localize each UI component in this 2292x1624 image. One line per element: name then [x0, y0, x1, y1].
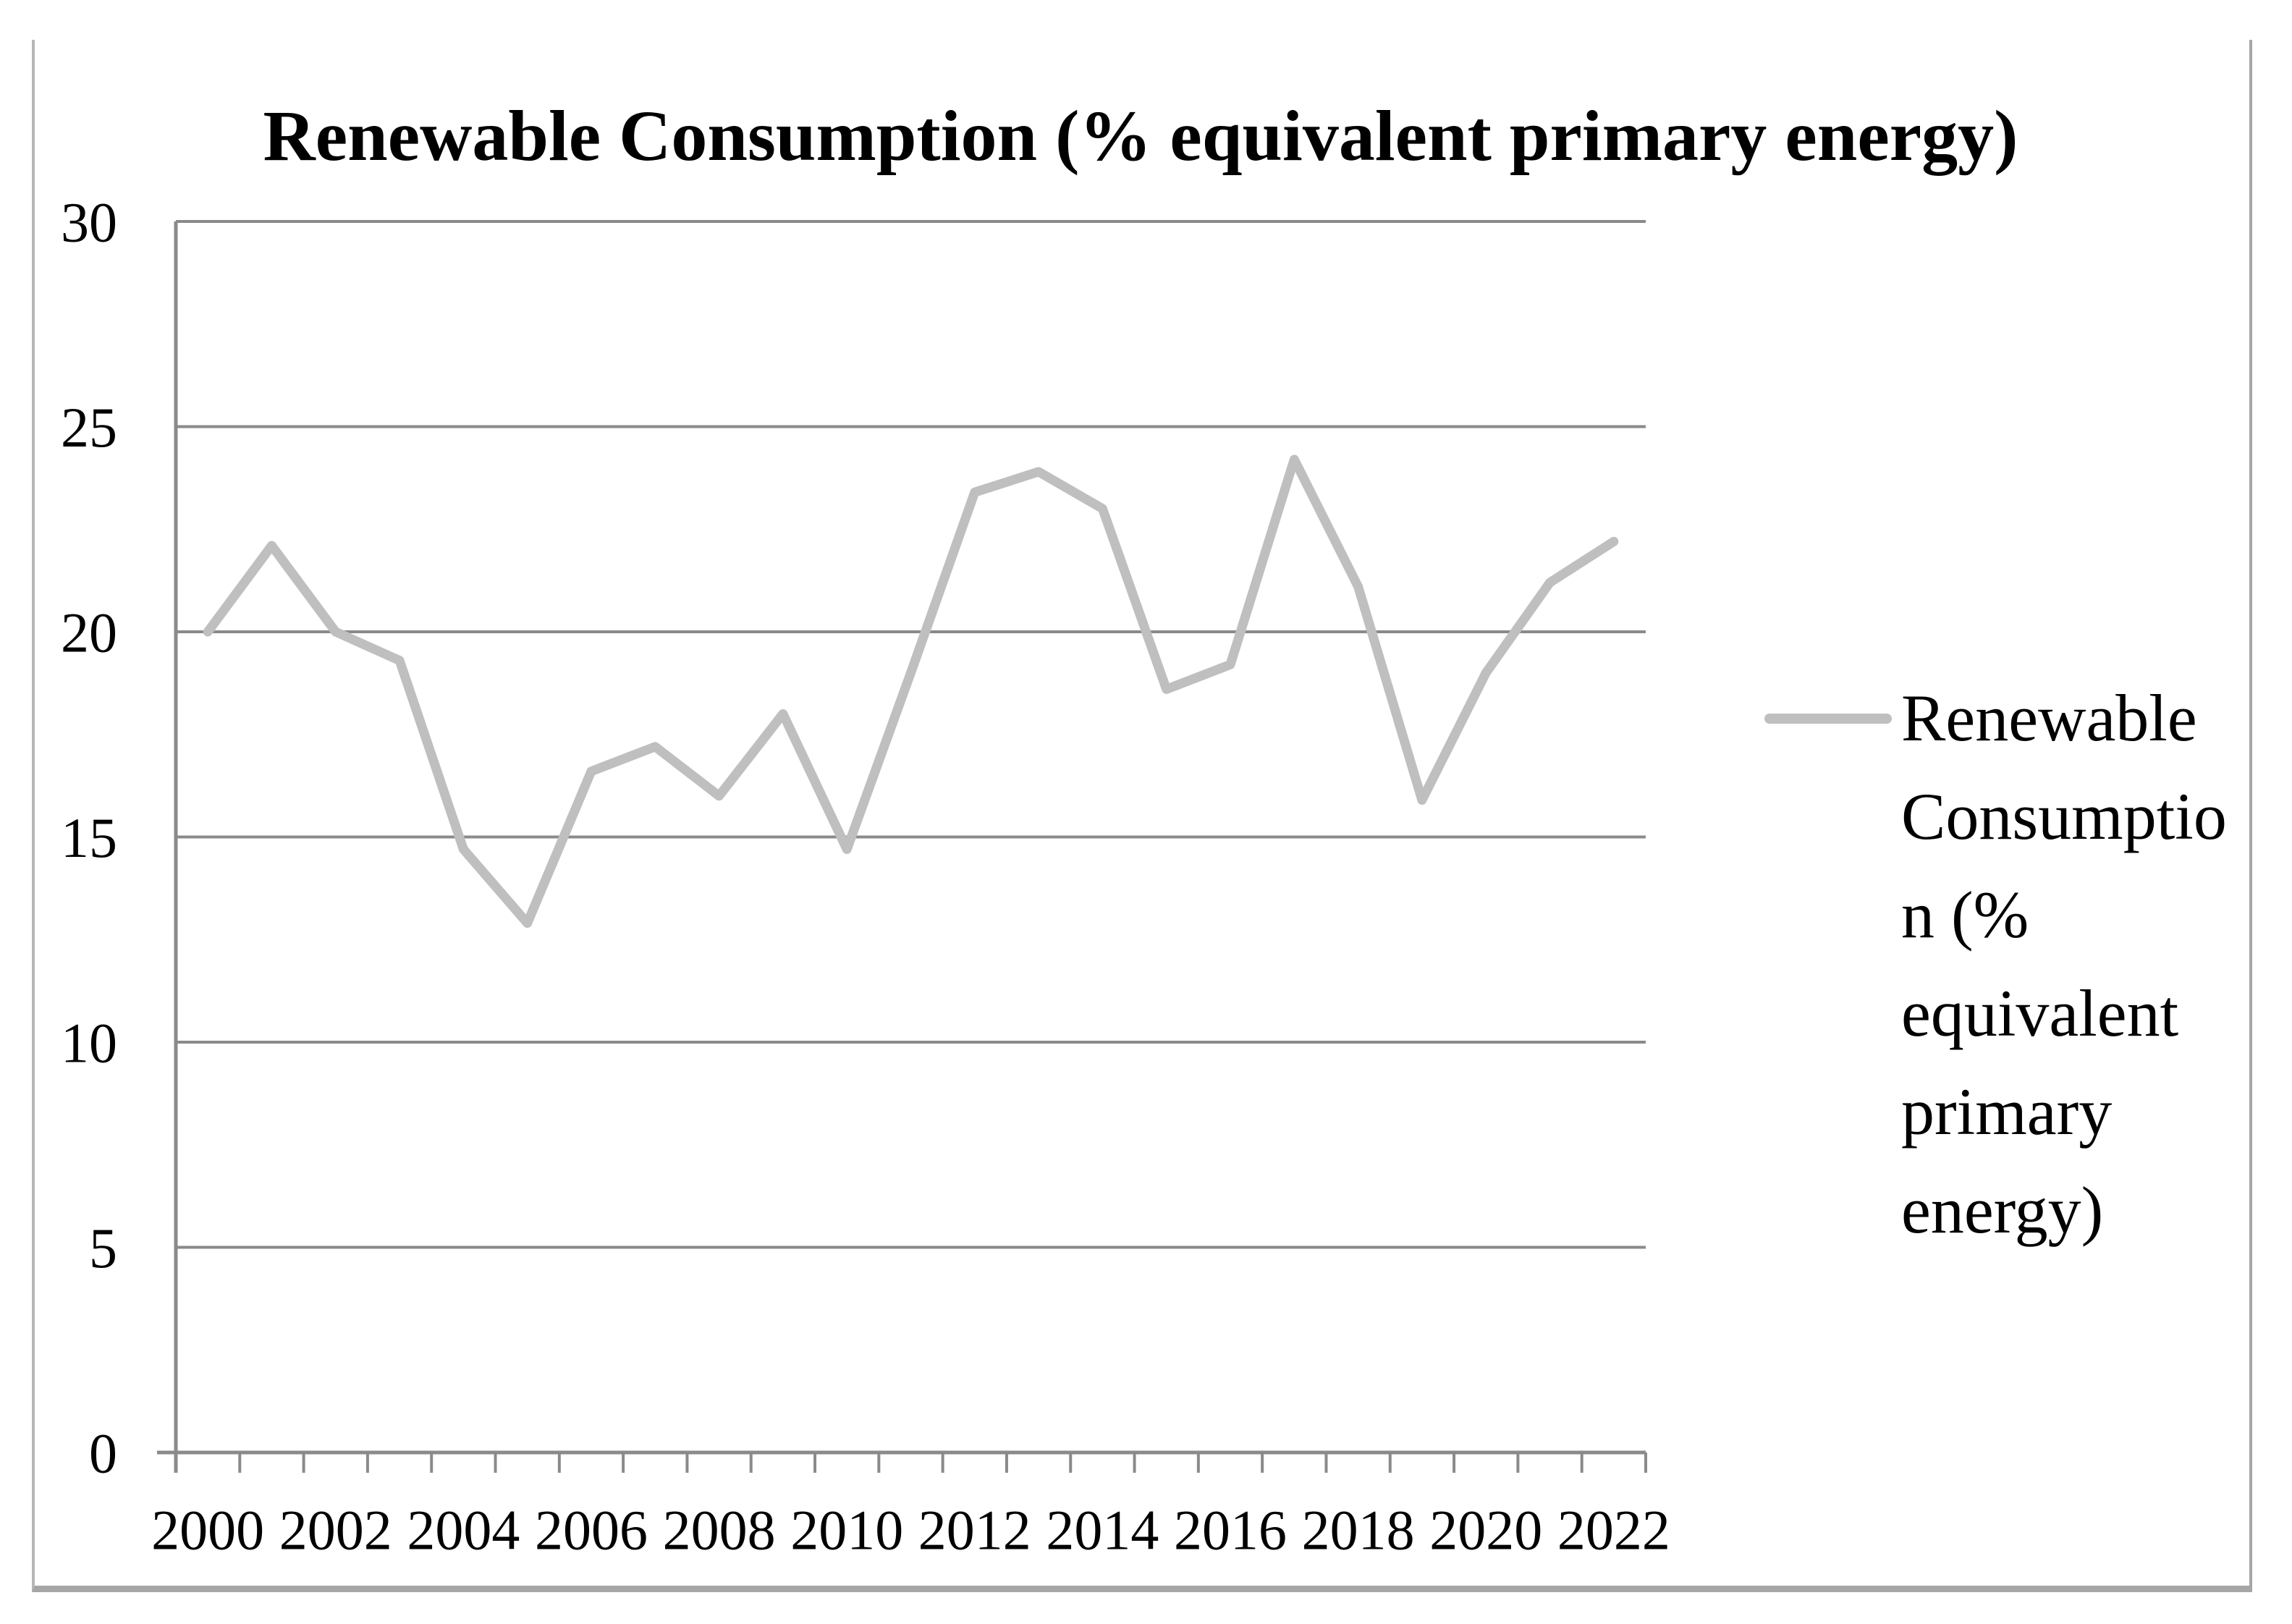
x-tick-label: 2008	[663, 1498, 776, 1561]
legend-label-line: equivalent	[1901, 976, 2179, 1050]
y-tick-label: 5	[89, 1217, 117, 1280]
y-tick-label: 0	[89, 1421, 117, 1484]
x-tick-label: 2016	[1174, 1498, 1287, 1561]
legend-label-line: primary	[1901, 1075, 2113, 1149]
x-tick-label: 2004	[407, 1498, 520, 1561]
x-tick-label: 2020	[1429, 1498, 1542, 1561]
x-tick-label: 2022	[1557, 1498, 1670, 1561]
x-tick-label: 2012	[918, 1498, 1031, 1561]
x-tick-label: 2014	[1046, 1498, 1159, 1561]
y-tick-label: 25	[61, 396, 117, 459]
y-tick-label: 20	[61, 601, 117, 664]
y-tick-label: 15	[61, 806, 117, 869]
x-tick-label: 2018	[1302, 1498, 1415, 1561]
chart-title: Renewable Consumption (% equivalent prim…	[263, 96, 2018, 176]
legend-label-line: n (%	[1901, 878, 2029, 952]
y-tick-label: 10	[61, 1011, 117, 1074]
x-tick-label: 2000	[151, 1498, 264, 1561]
y-tick-label: 30	[61, 190, 117, 253]
legend-swatch-line	[1764, 714, 1892, 724]
x-tick-label: 2002	[279, 1498, 392, 1561]
legend-label-line: energy)	[1901, 1173, 2104, 1247]
legend-label-line: Renewable	[1901, 681, 2197, 755]
x-tick-label: 2006	[535, 1498, 648, 1561]
figure-border-frame	[32, 40, 2252, 1592]
legend-label: Renewable Consumptio n (% equivalent primary…	[1901, 669, 2241, 1259]
x-tick-label: 2010	[790, 1498, 903, 1561]
series-line-renewable-consumption	[203, 454, 1619, 929]
legend-label-line: Consumptio	[1901, 779, 2227, 853]
